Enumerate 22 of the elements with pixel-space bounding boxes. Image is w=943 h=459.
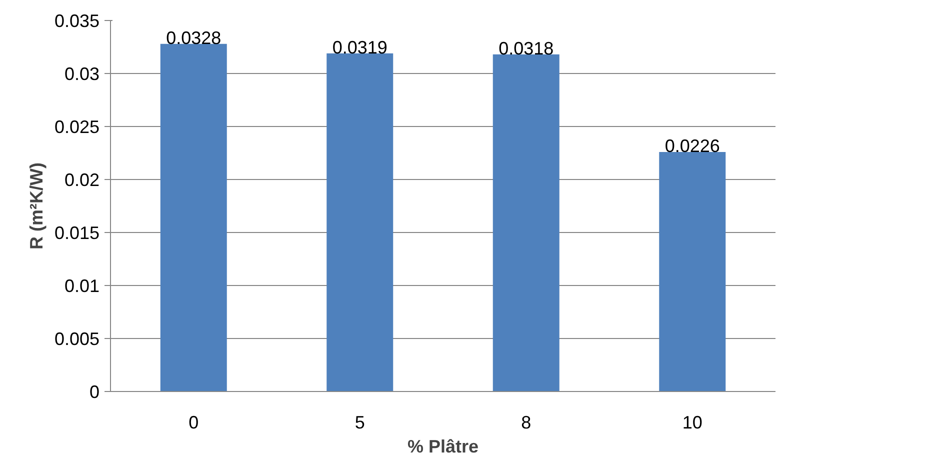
y-tick-label: 0.015 bbox=[54, 223, 100, 243]
data-label: 0.0318 bbox=[498, 38, 554, 58]
bar bbox=[659, 152, 726, 392]
y-tick-label: 0 bbox=[89, 382, 100, 402]
x-tick-label: 10 bbox=[682, 412, 702, 432]
y-tick-label: 0.025 bbox=[54, 117, 100, 137]
y-tick-label: 0.03 bbox=[64, 64, 100, 84]
bar bbox=[326, 53, 394, 392]
y-tick-label: 0.01 bbox=[64, 276, 100, 296]
x-tick-label: 8 bbox=[521, 412, 532, 432]
x-axis-title: % Plâtre bbox=[407, 436, 479, 456]
y-axis-title: R (m²K/W) bbox=[26, 162, 46, 250]
data-label: 0.0328 bbox=[166, 28, 222, 48]
y-tick-label: 0.02 bbox=[64, 170, 100, 190]
bar bbox=[492, 54, 560, 392]
data-label: 0.0226 bbox=[664, 136, 720, 156]
x-tick-label: 5 bbox=[354, 412, 365, 432]
bar bbox=[160, 44, 227, 392]
y-tick-label: 0.035 bbox=[54, 11, 100, 31]
x-tick-label: 0 bbox=[188, 412, 199, 432]
data-label: 0.0319 bbox=[332, 37, 388, 58]
y-tick-label: 0.005 bbox=[54, 329, 100, 349]
